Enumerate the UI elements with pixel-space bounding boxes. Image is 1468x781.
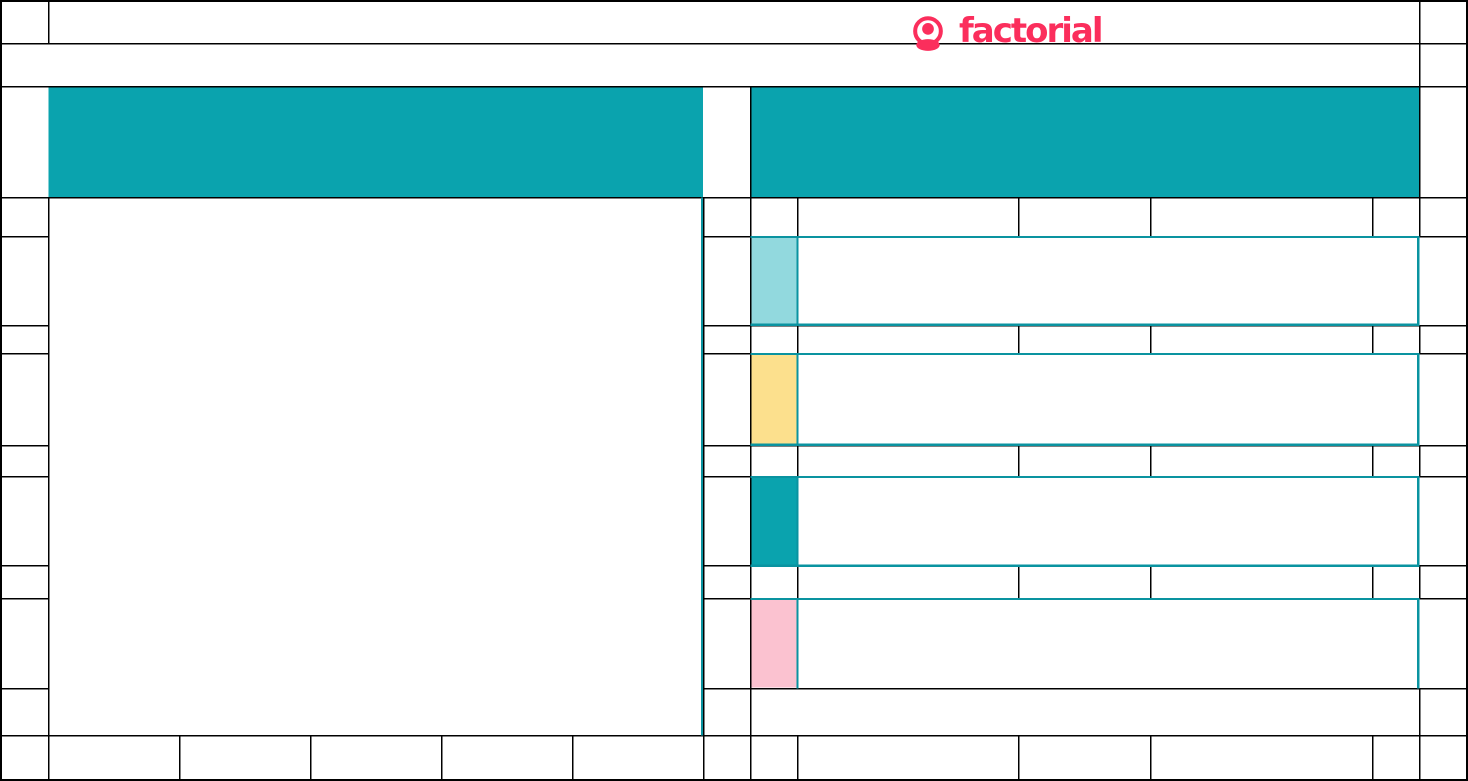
teal-card-borders	[700, 197, 1420, 736]
right-header-band	[751, 87, 1420, 198]
teal-header-bands	[48, 86, 1420, 198]
factorial-wordmark: factorial	[959, 11, 1104, 51]
left-header-band	[48, 86, 703, 198]
swatch-section-3-teal	[751, 478, 797, 565]
swatch-section-4-pink	[751, 600, 797, 688]
swatch-section-2-yellow	[751, 355, 797, 445]
section-swatches	[751, 238, 797, 688]
swatch-section-1-light-teal	[751, 238, 797, 325]
factorial-logo: factorial	[906, 10, 1104, 58]
factorial-person-icon	[913, 16, 943, 51]
